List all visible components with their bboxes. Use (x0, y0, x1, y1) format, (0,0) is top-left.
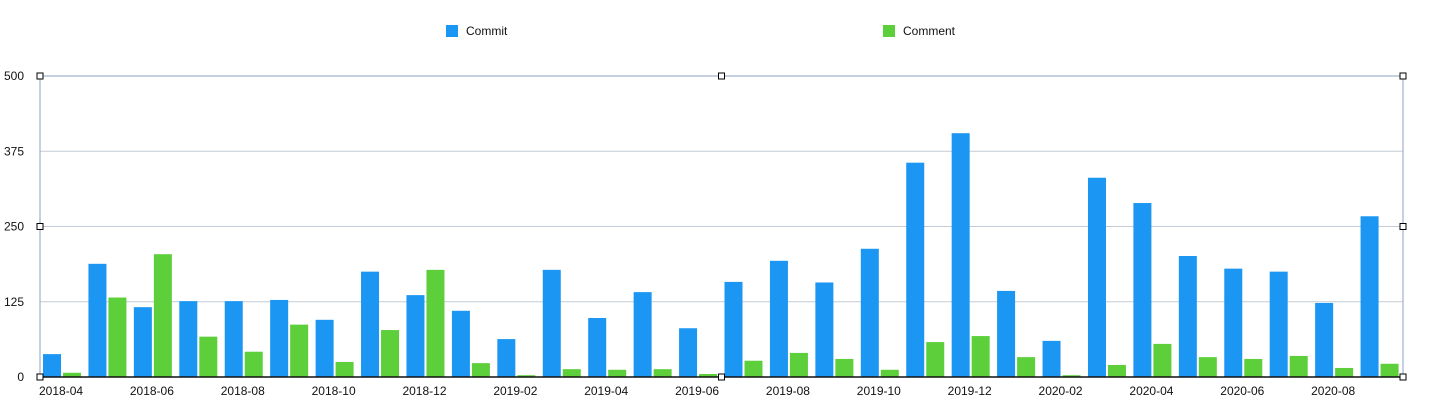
bar-commit-2020-02[interactable] (1042, 340, 1061, 377)
x-tick-label: 2018-06 (130, 384, 174, 398)
bar-commit-2019-01[interactable] (451, 310, 470, 377)
legend-label-commit: Commit (466, 24, 508, 38)
x-tick-label: 2020-08 (1311, 384, 1355, 398)
bar-commit-2019-08[interactable] (769, 260, 788, 377)
bar-commit-2018-04[interactable] (43, 354, 61, 377)
bar-commit-2020-05[interactable] (1178, 255, 1197, 377)
y-tick-label: 375 (4, 144, 24, 158)
comment-swatch-icon (883, 25, 895, 37)
bar-comment-2019-11[interactable] (926, 342, 945, 377)
bar-comment-2018-06[interactable] (153, 254, 172, 377)
bar-comment-2019-09[interactable] (835, 358, 854, 377)
y-tick-label: 500 (4, 69, 24, 83)
x-tick-label: 2019-08 (766, 384, 810, 398)
resize-handle[interactable] (1399, 72, 1407, 80)
y-tick-label: 125 (4, 295, 24, 309)
bar-comment-2018-09[interactable] (290, 324, 309, 377)
bar-comment-2019-08[interactable] (789, 352, 808, 377)
x-tick-label: 2018-10 (312, 384, 356, 398)
bar-commit-2018-09[interactable] (270, 299, 289, 377)
bar-comment-2019-12[interactable] (971, 336, 990, 377)
x-tick-label: 2020-04 (1129, 384, 1173, 398)
bar-comment-2020-06[interactable] (1244, 358, 1263, 377)
bar-commit-2018-11[interactable] (361, 271, 380, 377)
bar-commit-2020-03[interactable] (1087, 177, 1106, 377)
bar-commit-2020-09[interactable] (1360, 216, 1379, 377)
legend-item-commit[interactable]: Commit (446, 24, 507, 38)
bar-commit-2019-04[interactable] (588, 318, 607, 377)
bar-comment-2019-02[interactable] (517, 375, 536, 377)
bar-comment-2019-01[interactable] (471, 363, 490, 377)
bar-commit-2019-05[interactable] (633, 292, 652, 377)
bar-comment-2019-05[interactable] (653, 369, 672, 377)
bar-commit-2019-06[interactable] (679, 328, 698, 377)
bar-comment-2018-07[interactable] (199, 336, 218, 377)
x-tick-label: 2020-02 (1039, 384, 1083, 398)
y-tick-label: 250 (4, 220, 24, 234)
bar-commit-2020-08[interactable] (1315, 302, 1334, 377)
bar-comment-2020-09[interactable] (1380, 363, 1399, 377)
x-tick-label: 2018-08 (221, 384, 265, 398)
bar-commit-2018-05[interactable] (88, 263, 107, 377)
x-tick-label: 2019-06 (675, 384, 719, 398)
bar-commit-2020-07[interactable] (1269, 271, 1288, 377)
bar-comment-2019-07[interactable] (744, 360, 763, 377)
resize-handle[interactable] (718, 72, 725, 80)
bar-commit-2019-12[interactable] (951, 133, 970, 377)
bar-comment-2020-04[interactable] (1153, 343, 1172, 377)
resize-handle[interactable] (718, 373, 725, 381)
bar-commit-2019-03[interactable] (542, 269, 561, 377)
bar-comment-2019-03[interactable] (562, 369, 581, 377)
x-tick-label: 2019-12 (948, 384, 992, 398)
bar-commit-2020-01[interactable] (997, 290, 1016, 377)
y-tick-label: 0 (17, 370, 24, 384)
legend-label-comment: Comment (903, 24, 956, 38)
bar-commit-2018-12[interactable] (406, 295, 425, 377)
bar-commit-2018-10[interactable] (315, 319, 334, 377)
bar-comment-2019-06[interactable] (699, 373, 718, 377)
bar-commit-2019-02[interactable] (497, 339, 516, 377)
bar-commit-2019-07[interactable] (724, 281, 743, 377)
resize-handle[interactable] (36, 223, 44, 230)
bar-comment-2018-12[interactable] (426, 269, 445, 377)
bar-comment-2018-05[interactable] (108, 297, 127, 377)
bar-comment-2019-04[interactable] (608, 369, 627, 377)
bar-comment-2018-04[interactable] (63, 372, 81, 377)
x-tick-label: 2018-04 (39, 384, 83, 398)
resize-handle[interactable] (36, 72, 44, 80)
legend-item-comment[interactable]: Comment (883, 24, 955, 38)
commit-swatch-icon (446, 25, 458, 37)
bar-comment-2018-08[interactable] (244, 351, 263, 377)
x-tick-label: 2020-06 (1220, 384, 1264, 398)
resize-handle[interactable] (1399, 223, 1407, 230)
bar-comment-2020-01[interactable] (1017, 357, 1036, 377)
bar-commit-2019-10[interactable] (860, 248, 879, 377)
resize-handle[interactable] (36, 373, 44, 381)
bar-commit-2019-11[interactable] (906, 162, 925, 377)
resize-handle[interactable] (1399, 373, 1407, 381)
bar-comment-2020-08[interactable] (1335, 367, 1354, 377)
bar-commit-2018-08[interactable] (224, 301, 243, 377)
bar-commit-2020-06[interactable] (1224, 268, 1243, 377)
bar-comment-2020-07[interactable] (1289, 355, 1308, 377)
bar-comment-2019-10[interactable] (880, 369, 899, 377)
x-tick-label: 2019-02 (493, 384, 537, 398)
x-tick-label: 2019-10 (857, 384, 901, 398)
bar-comment-2020-05[interactable] (1198, 357, 1217, 377)
x-tick-label: 2019-04 (584, 384, 628, 398)
bar-commit-2020-04[interactable] (1133, 203, 1152, 377)
bar-commit-2018-07[interactable] (179, 301, 198, 377)
bar-comment-2020-02[interactable] (1062, 375, 1081, 377)
bar-comment-2018-11[interactable] (381, 330, 400, 377)
bar-commit-2018-06[interactable] (133, 307, 152, 377)
bar-comment-2020-03[interactable] (1107, 364, 1126, 377)
bar-comment-2018-10[interactable] (335, 361, 354, 377)
x-tick-label: 2018-12 (402, 384, 446, 398)
bar-commit-2019-09[interactable] (815, 282, 834, 377)
